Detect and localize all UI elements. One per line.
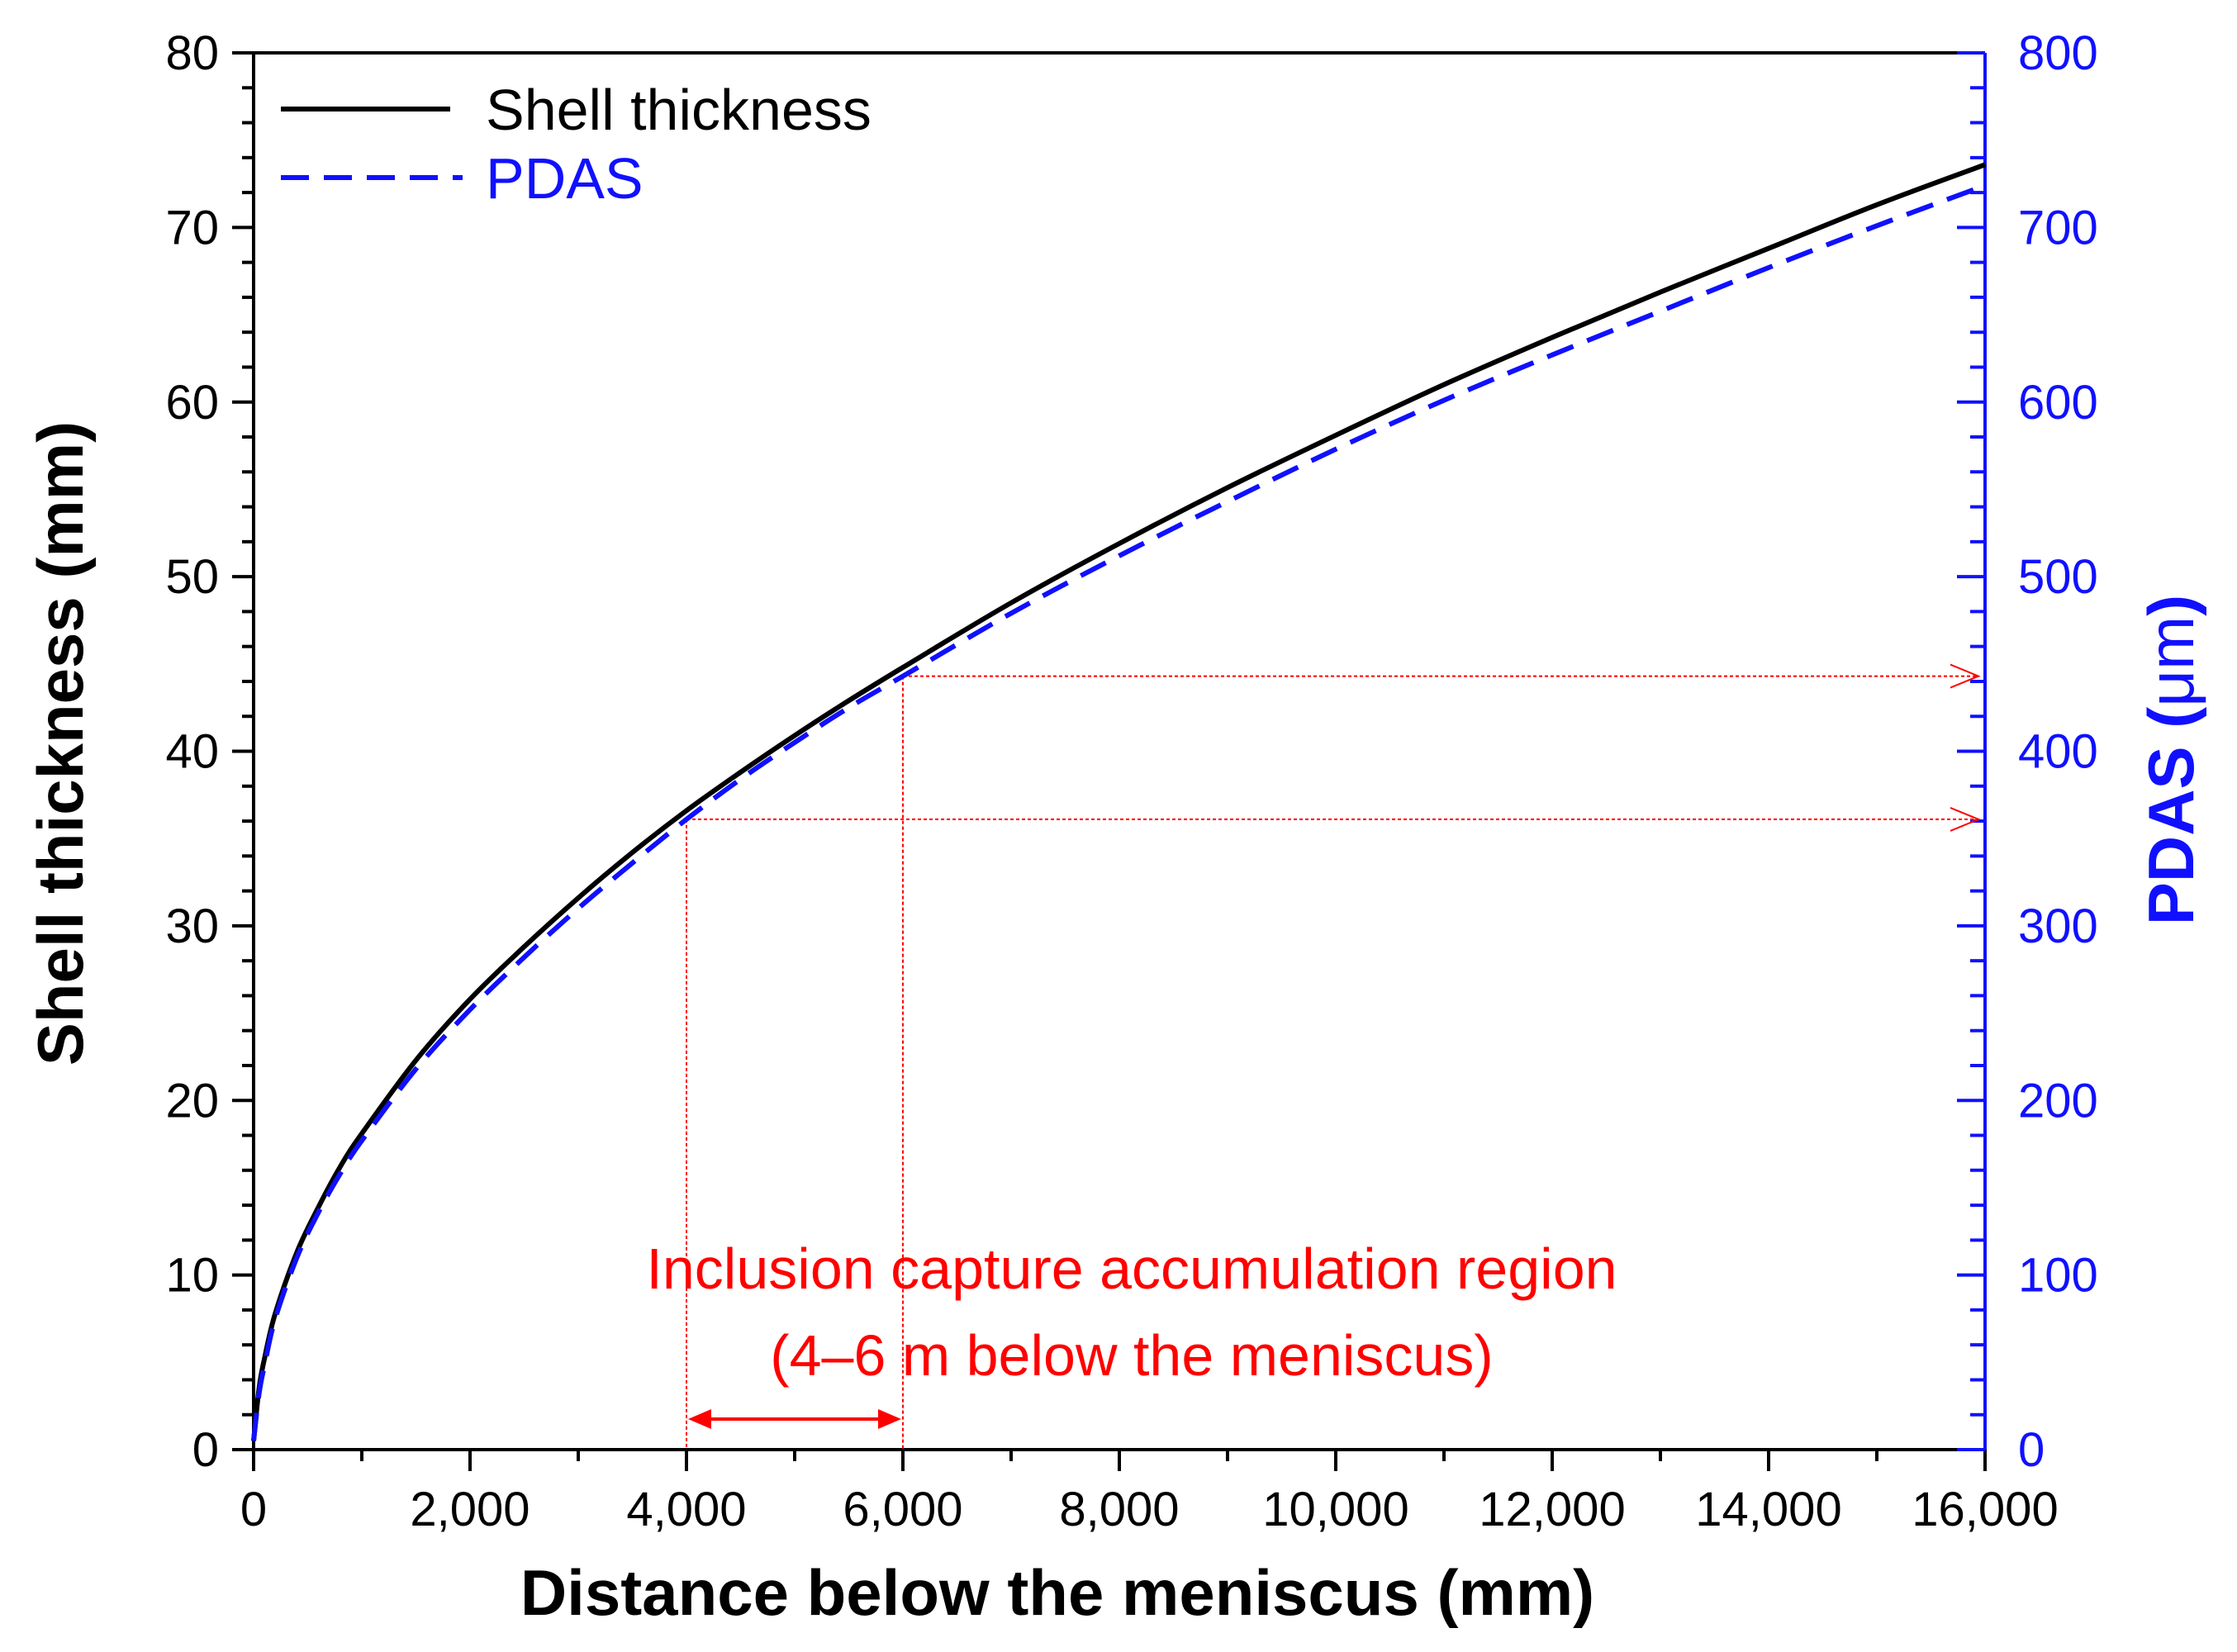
y-right-tick-label: 100	[2018, 1249, 2098, 1303]
x-axis-ticks: 0 2,000 4,000 6,000 8,000 10,000 12,000 14,000 1…	[240, 1450, 2059, 1536]
x-axis-title: Distance below the meniscus (mm)	[520, 1556, 1594, 1629]
y-right-tick-label: 400	[2018, 725, 2098, 779]
guide-arrowhead-end	[1950, 663, 1981, 689]
x-tick-label: 16,000	[1912, 1483, 2058, 1536]
y-right-tick-label: 700	[2018, 201, 2098, 254]
y-left-tick-label: 50	[165, 550, 219, 604]
region-span-arrowhead-left	[688, 1409, 711, 1429]
series-line-pdas	[251, 183, 1987, 1441]
guide-arrowhead-start	[1950, 807, 1981, 832]
x-tick-label: 10,000	[1262, 1483, 1408, 1536]
x-tick-label: 14,000	[1695, 1483, 1841, 1536]
y-right-tick-label: 300	[2018, 900, 2098, 953]
y-right-axis-ticks: 0 100 200 300 400 500 600 700 800	[1957, 26, 2098, 1477]
series-line-shell-thickness	[251, 162, 1987, 1441]
legend-label-pdas: PDAS	[486, 146, 644, 211]
y-left-axis-title: Shell thickness (mm)	[24, 421, 97, 1066]
y-right-axis-title-unit: μm	[2135, 616, 2207, 707]
x-tick-label: 6,000	[843, 1483, 962, 1536]
x-tick-label: 2,000	[410, 1483, 530, 1536]
y-left-tick-label: 20	[165, 1074, 219, 1127]
y-right-tick-label: 800	[2018, 26, 2098, 80]
x-tick-label: 8,000	[1059, 1483, 1179, 1536]
y-left-tick-label: 10	[165, 1249, 219, 1303]
y-right-axis-title: PDAS (μm)	[2135, 595, 2207, 925]
y-left-tick-label: 70	[165, 201, 219, 254]
y-left-tick-label: 80	[165, 26, 219, 80]
y-left-axis-ticks: 0 10 20 30 40 50 60 70 80	[165, 26, 254, 1477]
y-left-tick-label: 60	[165, 376, 219, 430]
y-right-axis-title-main: PDAS (	[2135, 707, 2207, 925]
series-group	[251, 162, 1987, 1441]
y-right-tick-label: 200	[2018, 1074, 2098, 1127]
region-annotation	[686, 663, 1981, 1450]
annotation-text-line2: (4–6 m below the meniscus)	[770, 1323, 1493, 1388]
y-right-tick-label: 600	[2018, 376, 2098, 430]
y-left-tick-label: 0	[192, 1423, 219, 1477]
x-tick-label: 0	[240, 1483, 267, 1536]
legend: Shell thickness PDAS	[281, 78, 872, 211]
y-right-axis-title-close: )	[2135, 595, 2207, 616]
y-right-tick-label: 500	[2018, 550, 2098, 604]
legend-label-shell-thickness: Shell thickness	[486, 78, 872, 142]
x-tick-label: 4,000	[626, 1483, 746, 1536]
x-tick-label: 12,000	[1479, 1483, 1625, 1536]
annotation-text-line1: Inclusion capture accumulation region	[646, 1237, 1617, 1301]
y-right-tick-label: 0	[2018, 1423, 2045, 1477]
region-span-arrowhead-right	[878, 1409, 901, 1429]
y-left-tick-label: 30	[165, 900, 219, 953]
y-left-tick-label: 40	[165, 725, 219, 779]
